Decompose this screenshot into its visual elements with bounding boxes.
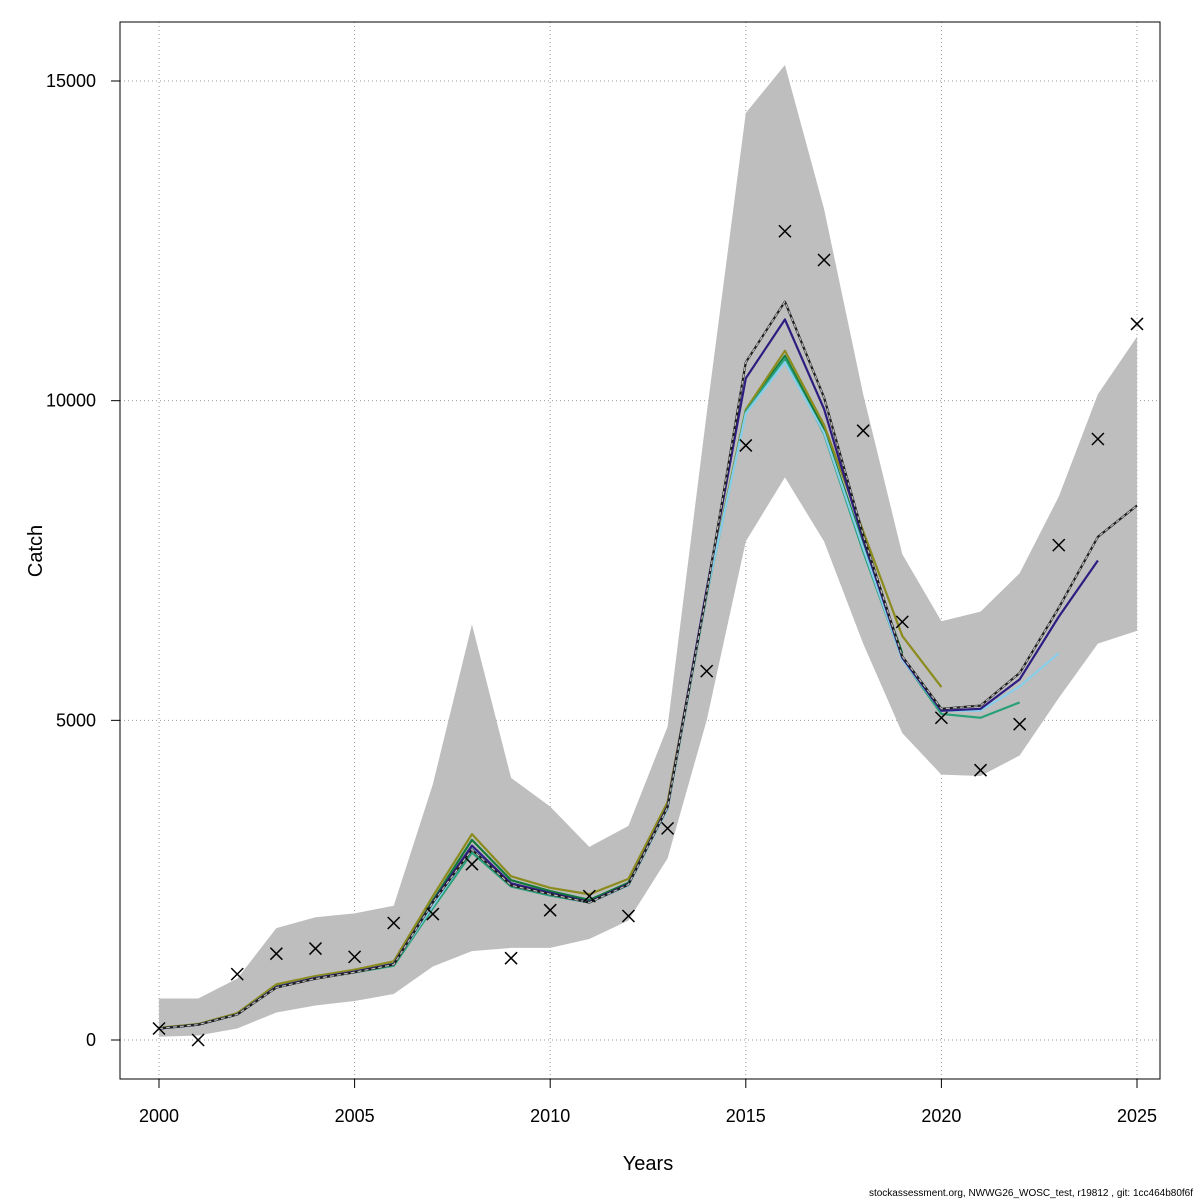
y-axis-title: Catch bbox=[25, 525, 47, 577]
observation-marker-stroke bbox=[230, 967, 244, 981]
y-tick-label: 15000 bbox=[46, 71, 96, 91]
observation-marker-stroke bbox=[739, 438, 753, 452]
x-tick-label: 2010 bbox=[530, 1106, 570, 1126]
observation-marker-stroke bbox=[661, 821, 675, 835]
observation-point bbox=[856, 424, 870, 438]
observation-point bbox=[739, 438, 753, 452]
observation-marker-stroke bbox=[465, 857, 479, 871]
observation-point bbox=[817, 253, 831, 267]
observations-layer bbox=[152, 224, 1144, 1047]
observation-point bbox=[895, 615, 909, 629]
observation-point bbox=[230, 967, 244, 981]
observation-point bbox=[661, 821, 675, 835]
observation-point bbox=[348, 950, 362, 964]
footer-note: stockassessment.org, NWWG26_WOSC_test, r… bbox=[869, 1188, 1193, 1199]
series-line-peel-4 bbox=[158, 349, 943, 1029]
observation-marker-stroke bbox=[934, 711, 948, 725]
observation-point bbox=[308, 942, 323, 956]
observation-marker-stroke bbox=[308, 942, 323, 956]
observation-point bbox=[621, 909, 635, 923]
observation-marker-stroke bbox=[895, 615, 909, 629]
x-tick-label: 2015 bbox=[726, 1106, 766, 1126]
observation-marker-stroke bbox=[387, 916, 401, 930]
observation-point bbox=[152, 1021, 166, 1036]
observation-marker-stroke bbox=[1052, 538, 1066, 552]
observation-marker-stroke bbox=[152, 1021, 166, 1036]
observation-marker-stroke bbox=[269, 947, 283, 961]
observation-marker-stroke bbox=[621, 909, 635, 923]
x-tick-label: 2025 bbox=[1117, 1106, 1157, 1126]
observation-marker-stroke bbox=[1013, 717, 1027, 731]
observation-point bbox=[1091, 432, 1105, 446]
observation-point bbox=[973, 763, 988, 777]
x-tick-label: 2005 bbox=[335, 1106, 375, 1126]
x-axis-title: Years bbox=[623, 1153, 673, 1175]
observation-point bbox=[269, 947, 283, 961]
observation-point bbox=[1130, 317, 1144, 331]
x-tick-label: 2020 bbox=[921, 1106, 961, 1126]
series-layer bbox=[158, 300, 1138, 1030]
y-tick-label: 10000 bbox=[46, 391, 96, 411]
observation-point bbox=[934, 711, 948, 725]
observation-point bbox=[778, 224, 792, 238]
observation-marker-stroke bbox=[1130, 317, 1144, 331]
observation-point bbox=[504, 951, 518, 965]
observation-marker-stroke bbox=[817, 253, 831, 267]
observation-marker-stroke bbox=[700, 664, 714, 678]
observation-marker-stroke bbox=[426, 907, 440, 921]
y-tick-label: 0 bbox=[86, 1030, 96, 1050]
x-axis: 2000 2005 2010 2015 2020 2025 bbox=[139, 1079, 1157, 1126]
observation-marker-stroke bbox=[191, 1033, 205, 1047]
observation-point bbox=[582, 889, 596, 903]
observation-marker-stroke bbox=[1091, 432, 1105, 446]
observation-marker-stroke bbox=[778, 224, 792, 238]
observation-point bbox=[1052, 538, 1066, 552]
observation-point bbox=[700, 664, 714, 678]
observation-point bbox=[1013, 717, 1027, 731]
observation-point bbox=[387, 916, 401, 930]
observation-point bbox=[191, 1033, 205, 1047]
observation-marker-stroke bbox=[348, 950, 362, 964]
y-tick-label: 5000 bbox=[56, 710, 96, 730]
observation-marker-stroke bbox=[504, 951, 518, 965]
observation-marker-stroke bbox=[973, 763, 988, 777]
observation-point bbox=[543, 903, 557, 917]
observation-marker-stroke bbox=[543, 903, 557, 917]
observation-marker-stroke bbox=[582, 889, 596, 903]
x-tick-label: 2000 bbox=[139, 1106, 179, 1126]
observation-point bbox=[426, 907, 440, 921]
observation-marker-stroke bbox=[856, 424, 870, 438]
y-axis: 0 5000 10000 15000 bbox=[46, 71, 120, 1050]
series-line-final-run-dashes bbox=[158, 300, 1138, 1030]
plot-frame bbox=[119, 21, 1161, 1080]
observation-point bbox=[465, 857, 479, 871]
